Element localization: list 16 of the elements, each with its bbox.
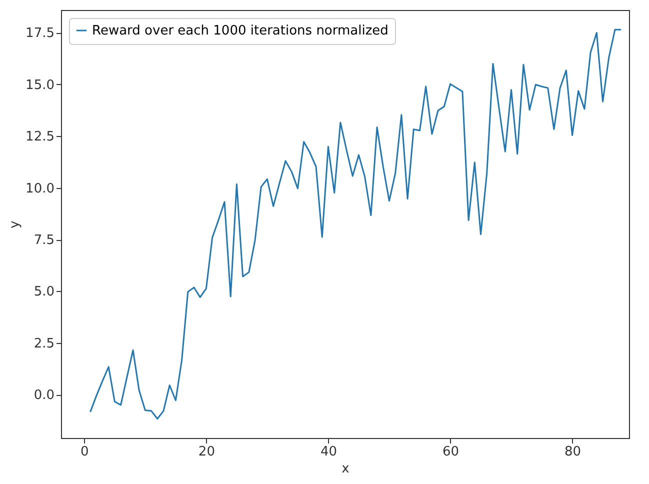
y-tick-label: 10.0 (26, 181, 54, 196)
x-axis-title: x (342, 462, 350, 476)
x-tick-label: 0 (80, 444, 89, 460)
x-tick-label: 20 (198, 444, 215, 460)
y-tick-label: 0.0 (34, 388, 54, 404)
x-tick-label: 40 (320, 444, 337, 460)
y-tick-label: 7.5 (34, 233, 54, 248)
legend-label: Reward over each 1000 iterations normalized (92, 24, 388, 38)
y-tick-label: 2.5 (34, 336, 54, 352)
y-tick-label: 12.5 (26, 130, 54, 145)
x-tick-label: 80 (564, 444, 582, 460)
x-tick-label: 60 (442, 444, 460, 460)
y-tick-label: 17.5 (26, 26, 54, 42)
y-tick-label: 15.0 (26, 78, 54, 93)
y-tick-label: 5.0 (34, 284, 54, 300)
y-axis-title: y (8, 220, 23, 228)
